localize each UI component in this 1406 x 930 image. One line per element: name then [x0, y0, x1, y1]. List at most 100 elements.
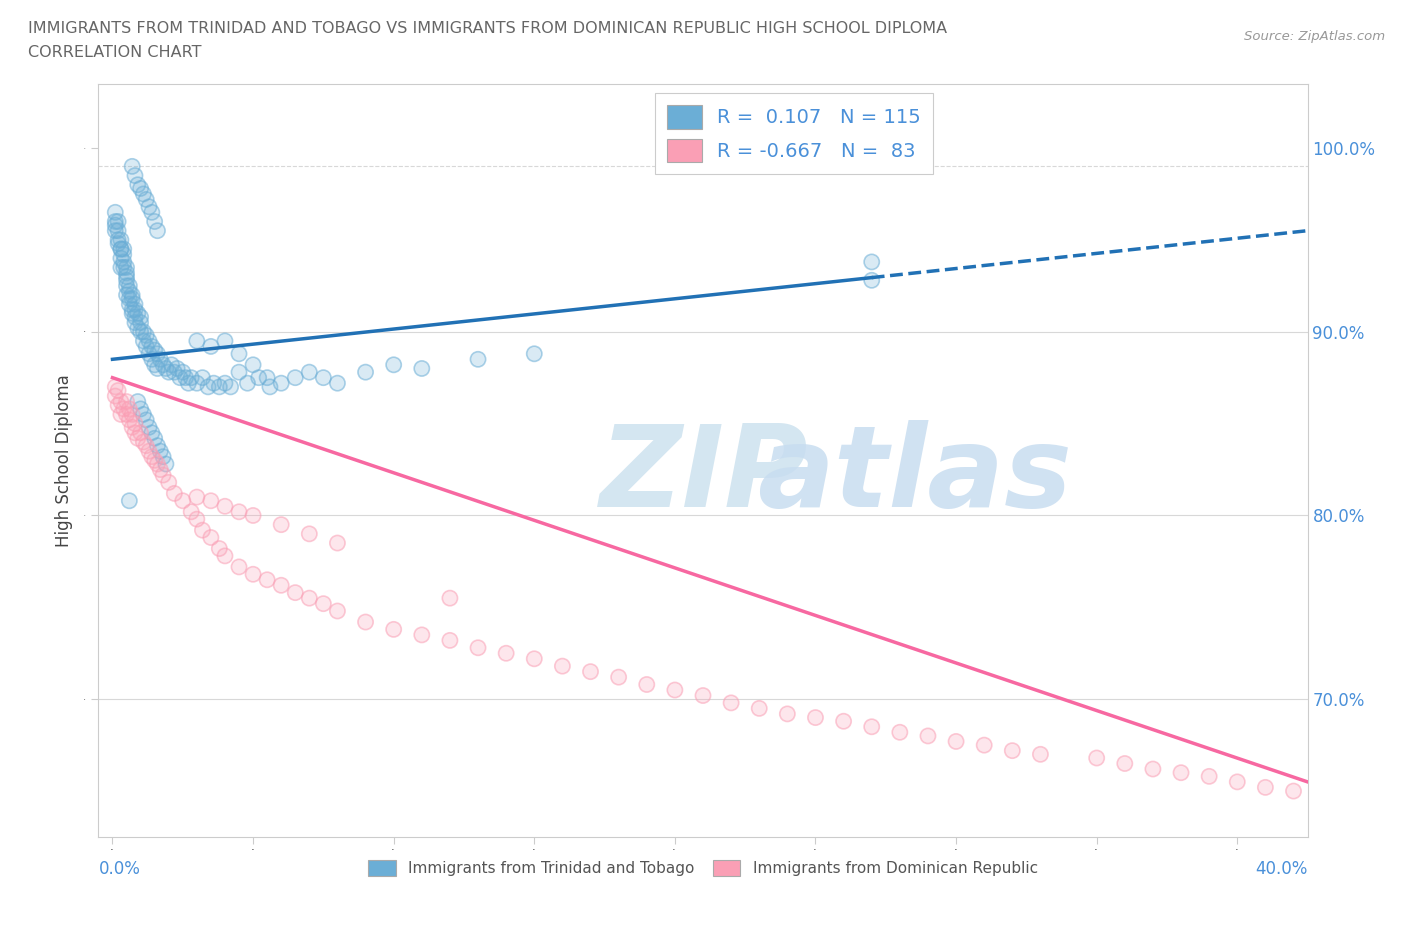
- Point: [132, 334, 155, 349]
- Point: [121, 419, 143, 434]
- Point: [202, 376, 225, 391]
- Point: [411, 628, 433, 643]
- Point: [1142, 762, 1164, 777]
- Point: [115, 265, 138, 280]
- Point: [1142, 762, 1164, 777]
- Point: [160, 357, 183, 372]
- Point: [152, 357, 174, 372]
- Point: [163, 365, 186, 379]
- Point: [104, 379, 127, 394]
- Point: [1001, 743, 1024, 758]
- Point: [118, 284, 141, 299]
- Point: [214, 549, 236, 564]
- Point: [110, 232, 132, 247]
- Point: [132, 407, 155, 422]
- Point: [247, 370, 270, 385]
- Point: [776, 707, 799, 722]
- Y-axis label: High School Diploma: High School Diploma: [55, 374, 73, 547]
- Point: [228, 504, 250, 519]
- Point: [152, 468, 174, 483]
- Point: [692, 688, 714, 703]
- Point: [104, 205, 127, 219]
- Point: [127, 394, 149, 409]
- Point: [256, 370, 278, 385]
- Point: [118, 402, 141, 417]
- Point: [127, 321, 149, 336]
- Point: [326, 376, 349, 391]
- Point: [889, 724, 911, 739]
- Point: [298, 591, 321, 605]
- Point: [208, 541, 231, 556]
- Point: [172, 365, 194, 379]
- Point: [152, 449, 174, 464]
- Point: [129, 310, 152, 325]
- Point: [439, 633, 461, 648]
- Point: [860, 719, 883, 734]
- Point: [411, 361, 433, 376]
- Point: [439, 633, 461, 648]
- Point: [298, 365, 321, 379]
- Point: [579, 664, 602, 679]
- Point: [152, 357, 174, 372]
- Point: [115, 272, 138, 287]
- Point: [127, 306, 149, 321]
- Point: [256, 370, 278, 385]
- Point: [135, 438, 157, 453]
- Point: [135, 328, 157, 343]
- Point: [121, 306, 143, 321]
- Point: [112, 242, 135, 257]
- Point: [692, 688, 714, 703]
- Point: [132, 187, 155, 202]
- Point: [149, 352, 172, 366]
- Point: [138, 199, 160, 214]
- Point: [107, 214, 129, 229]
- Point: [118, 413, 141, 428]
- Point: [247, 370, 270, 385]
- Point: [124, 416, 146, 431]
- Point: [284, 370, 307, 385]
- Point: [298, 365, 321, 379]
- Point: [776, 707, 799, 722]
- Point: [214, 376, 236, 391]
- Point: [172, 365, 194, 379]
- Point: [132, 434, 155, 449]
- Point: [115, 260, 138, 275]
- Point: [121, 407, 143, 422]
- Point: [1198, 769, 1220, 784]
- Point: [141, 449, 163, 464]
- Point: [270, 376, 292, 391]
- Point: [467, 641, 489, 656]
- Point: [143, 342, 166, 357]
- Point: [208, 379, 231, 394]
- Point: [118, 402, 141, 417]
- Point: [121, 159, 143, 174]
- Point: [124, 310, 146, 325]
- Text: Source: ZipAtlas.com: Source: ZipAtlas.com: [1244, 30, 1385, 43]
- Point: [115, 272, 138, 287]
- Point: [127, 394, 149, 409]
- Point: [124, 168, 146, 183]
- Point: [256, 572, 278, 587]
- Point: [115, 407, 138, 422]
- Point: [228, 504, 250, 519]
- Point: [110, 242, 132, 257]
- Point: [860, 255, 883, 270]
- Point: [110, 394, 132, 409]
- Point: [166, 361, 188, 376]
- Point: [236, 376, 259, 391]
- Point: [141, 205, 163, 219]
- Point: [284, 585, 307, 600]
- Point: [129, 181, 152, 196]
- Point: [110, 242, 132, 257]
- Point: [354, 615, 377, 630]
- Point: [917, 728, 939, 743]
- Point: [219, 379, 242, 394]
- Point: [172, 493, 194, 508]
- Point: [270, 376, 292, 391]
- Point: [228, 346, 250, 361]
- Legend: R =  0.107   N = 115, R = -0.667   N =  83: R = 0.107 N = 115, R = -0.667 N = 83: [655, 93, 932, 174]
- Point: [259, 379, 281, 394]
- Point: [110, 242, 132, 257]
- Point: [155, 457, 177, 472]
- Point: [155, 457, 177, 472]
